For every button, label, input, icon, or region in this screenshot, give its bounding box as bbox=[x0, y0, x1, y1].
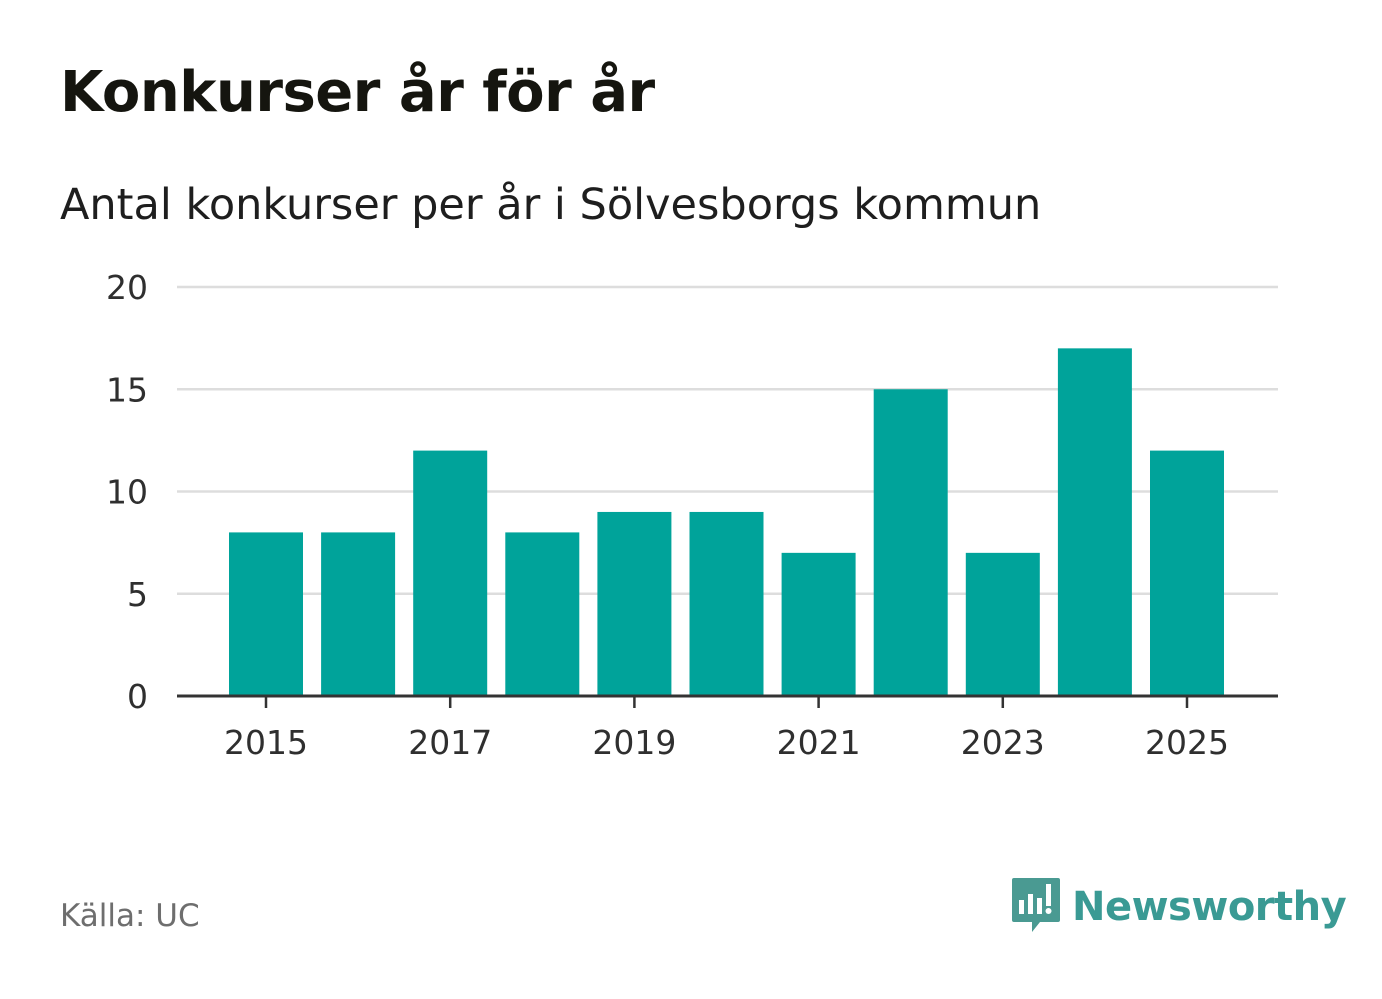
y-tick-label: 5 bbox=[127, 575, 148, 614]
newsworthy-logo-icon bbox=[1012, 878, 1060, 932]
bar bbox=[781, 552, 856, 696]
x-tick-label: 2019 bbox=[592, 723, 676, 762]
x-tick-label: 2017 bbox=[408, 723, 492, 762]
chart-title: Konkurser år för år bbox=[60, 60, 655, 125]
y-tick-label: 20 bbox=[106, 268, 148, 307]
bar bbox=[965, 552, 1040, 696]
y-tick-label: 15 bbox=[106, 370, 148, 409]
chart-subtitle: Antal konkurser per år i Sölvesborgs kom… bbox=[60, 180, 1042, 230]
bar bbox=[505, 532, 580, 696]
bar bbox=[321, 532, 396, 696]
x-tick-label: 2023 bbox=[961, 723, 1045, 762]
bar bbox=[873, 389, 948, 696]
x-tick-label: 2015 bbox=[224, 723, 308, 762]
bar bbox=[1150, 450, 1224, 696]
x-tick-label: 2025 bbox=[1145, 723, 1229, 762]
bar bbox=[1057, 348, 1132, 696]
bar bbox=[597, 511, 672, 696]
brand-name: Newsworthy bbox=[1072, 884, 1347, 930]
bar bbox=[413, 450, 488, 696]
x-tick-label: 2021 bbox=[777, 723, 861, 762]
bar bbox=[689, 511, 764, 696]
y-tick-label: 10 bbox=[106, 473, 148, 512]
brand-logo: Newsworthy bbox=[1010, 876, 1347, 938]
source-note: Källa: UC bbox=[60, 898, 200, 934]
bar bbox=[229, 532, 303, 696]
y-tick-label: 0 bbox=[127, 677, 148, 716]
